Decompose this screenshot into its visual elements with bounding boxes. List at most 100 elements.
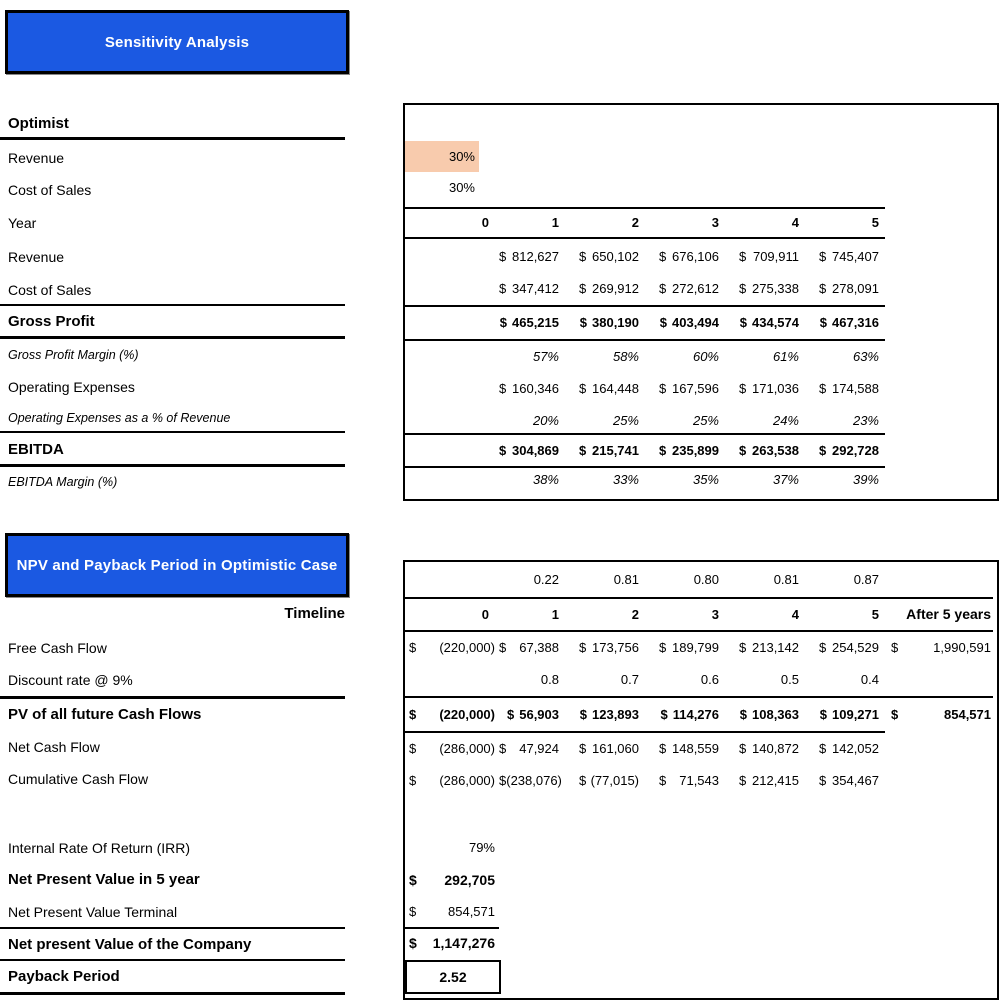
timeline-5[interactable]: 5 bbox=[871, 607, 879, 622]
opex-y1[interactable]: $160,346 bbox=[499, 381, 559, 396]
year-label[interactable]: Year bbox=[8, 215, 37, 231]
discount-y3[interactable]: 0.6 bbox=[700, 672, 719, 687]
year-1[interactable]: 1 bbox=[551, 215, 559, 230]
cos-y4[interactable]: $275,338 bbox=[739, 281, 799, 296]
payback-period-value[interactable]: 2.52 bbox=[405, 960, 501, 994]
optimist-heading[interactable]: Optimist bbox=[8, 115, 69, 132]
timeline-0[interactable]: 0 bbox=[481, 607, 489, 622]
opex-pct-y2[interactable]: 25% bbox=[612, 413, 639, 428]
opex-pct-y1[interactable]: 20% bbox=[532, 413, 559, 428]
free-cash-flow-label[interactable]: Free Cash Flow bbox=[8, 640, 107, 656]
timeline-label[interactable]: Timeline bbox=[284, 605, 345, 622]
revenue-y1[interactable]: $812,627 bbox=[499, 249, 559, 264]
pv-y4[interactable]: $108,363 bbox=[739, 707, 799, 722]
gp-margin-y3[interactable]: 60% bbox=[692, 349, 719, 364]
cos-y1[interactable]: $347,412 bbox=[499, 281, 559, 296]
opex-y4[interactable]: $171,036 bbox=[739, 381, 799, 396]
ncf-y0[interactable]: $ (286,000) bbox=[409, 741, 495, 756]
gp-margin-y1[interactable]: 57% bbox=[532, 349, 559, 364]
cos-y3[interactable]: $272,612 bbox=[659, 281, 719, 296]
opex-y3[interactable]: $167,596 bbox=[659, 381, 719, 396]
gross-profit-y5[interactable]: $467,316 bbox=[819, 315, 879, 330]
timeline-2[interactable]: 2 bbox=[631, 607, 639, 622]
discount-y4[interactable]: 0.5 bbox=[780, 672, 799, 687]
gp-margin-y2[interactable]: 58% bbox=[612, 349, 639, 364]
revenue-y3[interactable]: $676,106 bbox=[659, 249, 719, 264]
factor-y5[interactable]: 0.87 bbox=[853, 572, 879, 587]
year-2[interactable]: 2 bbox=[631, 215, 639, 230]
cos-assumption-label[interactable]: Cost of Sales bbox=[8, 182, 92, 198]
fcf-y4[interactable]: $213,142 bbox=[739, 640, 799, 655]
revenue-sensitivity-cell[interactable]: 30% bbox=[405, 141, 479, 172]
pv-future-label[interactable]: PV of all future Cash Flows bbox=[8, 706, 202, 723]
ebitda-y1[interactable]: $304,869 bbox=[499, 443, 559, 458]
npv-5yr-label[interactable]: Net Present Value in 5 year bbox=[8, 871, 200, 888]
gp-margin-y5[interactable]: 63% bbox=[852, 349, 879, 364]
ebitda-margin-label[interactable]: EBITDA Margin (%) bbox=[8, 475, 118, 489]
cos-y2[interactable]: $269,912 bbox=[579, 281, 639, 296]
fcf-y5[interactable]: $254,529 bbox=[819, 640, 879, 655]
ncf-y2[interactable]: $161,060 bbox=[579, 741, 639, 756]
ncf-y4[interactable]: $140,872 bbox=[739, 741, 799, 756]
factor-y4[interactable]: 0.81 bbox=[773, 572, 799, 587]
npv-terminal-value[interactable]: $854,571 bbox=[409, 904, 495, 919]
ebitda-margin-y1[interactable]: 38% bbox=[532, 472, 559, 487]
opex-pct-y3[interactable]: 25% bbox=[692, 413, 719, 428]
year-4[interactable]: 4 bbox=[791, 215, 799, 230]
pv-after[interactable]: $854,571 bbox=[891, 707, 991, 722]
npv-5yr-value[interactable]: $292,705 bbox=[409, 872, 495, 888]
ccf-y1[interactable]: $ (238,076) bbox=[499, 773, 562, 788]
ebitda-y5[interactable]: $292,728 bbox=[819, 443, 879, 458]
ccf-y3[interactable]: $71,543 bbox=[659, 773, 719, 788]
ccf-y4[interactable]: $212,415 bbox=[739, 773, 799, 788]
cos-y5[interactable]: $278,091 bbox=[819, 281, 879, 296]
cos-row-label[interactable]: Cost of Sales bbox=[8, 282, 92, 298]
year-5[interactable]: 5 bbox=[871, 215, 879, 230]
npv-payback-title-box[interactable]: NPV and Payback Period in Optimistic Cas… bbox=[5, 533, 349, 597]
ebitda-margin-y2[interactable]: 33% bbox=[612, 472, 639, 487]
revenue-y5[interactable]: $745,407 bbox=[819, 249, 879, 264]
gross-profit-label[interactable]: Gross Profit bbox=[8, 313, 95, 330]
operating-expenses-label[interactable]: Operating Expenses bbox=[8, 379, 135, 395]
net-cash-flow-label[interactable]: Net Cash Flow bbox=[8, 739, 100, 755]
revenue-row-label[interactable]: Revenue bbox=[8, 249, 65, 265]
ebitda-y3[interactable]: $235,899 bbox=[659, 443, 719, 458]
fcf-after[interactable]: $1,990,591 bbox=[891, 640, 991, 655]
cumulative-cash-flow-label[interactable]: Cumulative Cash Flow bbox=[8, 771, 149, 787]
revenue-assumption-label[interactable]: Revenue bbox=[8, 150, 65, 166]
revenue-y2[interactable]: $650,102 bbox=[579, 249, 639, 264]
ccf-y0[interactable]: $ (286,000) bbox=[409, 773, 495, 788]
ebitda-margin-y4[interactable]: 37% bbox=[772, 472, 799, 487]
cos-sensitivity-cell[interactable]: 30% bbox=[448, 180, 475, 195]
discount-y2[interactable]: 0.7 bbox=[620, 672, 639, 687]
ncf-y3[interactable]: $148,559 bbox=[659, 741, 719, 756]
timeline-3[interactable]: 3 bbox=[711, 607, 719, 622]
operating-expenses-pct-label[interactable]: Operating Expenses as a % of Revenue bbox=[8, 411, 231, 425]
fcf-y2[interactable]: $173,756 bbox=[579, 640, 639, 655]
gross-profit-y4[interactable]: $434,574 bbox=[739, 315, 799, 330]
ebitda-margin-y3[interactable]: 35% bbox=[692, 472, 719, 487]
gross-profit-margin-label[interactable]: Gross Profit Margin (%) bbox=[8, 348, 139, 362]
ebitda-y2[interactable]: $215,741 bbox=[579, 443, 639, 458]
discount-y1[interactable]: 0.8 bbox=[540, 672, 559, 687]
gp-margin-y4[interactable]: 61% bbox=[772, 349, 799, 364]
pv-y3[interactable]: $114,276 bbox=[660, 707, 719, 722]
factor-y1[interactable]: 0.22 bbox=[533, 572, 559, 587]
opex-pct-y5[interactable]: 23% bbox=[852, 413, 879, 428]
irr-label[interactable]: Internal Rate Of Return (IRR) bbox=[8, 840, 191, 856]
npv-terminal-label[interactable]: Net Present Value Terminal bbox=[8, 904, 178, 920]
opex-pct-y4[interactable]: 24% bbox=[772, 413, 799, 428]
discount-y5[interactable]: 0.4 bbox=[860, 672, 879, 687]
discount-rate-label[interactable]: Discount rate @ 9% bbox=[8, 672, 133, 688]
ebitda-y4[interactable]: $263,538 bbox=[739, 443, 799, 458]
revenue-y4[interactable]: $709,911 bbox=[739, 249, 799, 264]
pv-y5[interactable]: $109,271 bbox=[819, 707, 879, 722]
gross-profit-y2[interactable]: $380,190 bbox=[579, 315, 639, 330]
pv-y0[interactable]: $ (220,000) bbox=[409, 707, 495, 722]
irr-value[interactable]: 79% bbox=[468, 840, 495, 855]
ncf-y1[interactable]: $47,924 bbox=[499, 741, 559, 756]
sensitivity-analysis-title-box[interactable]: Sensitivity Analysis bbox=[5, 10, 349, 74]
pv-y1[interactable]: $56,903 bbox=[507, 707, 559, 722]
opex-y2[interactable]: $164,448 bbox=[579, 381, 639, 396]
timeline-4[interactable]: 4 bbox=[791, 607, 799, 622]
